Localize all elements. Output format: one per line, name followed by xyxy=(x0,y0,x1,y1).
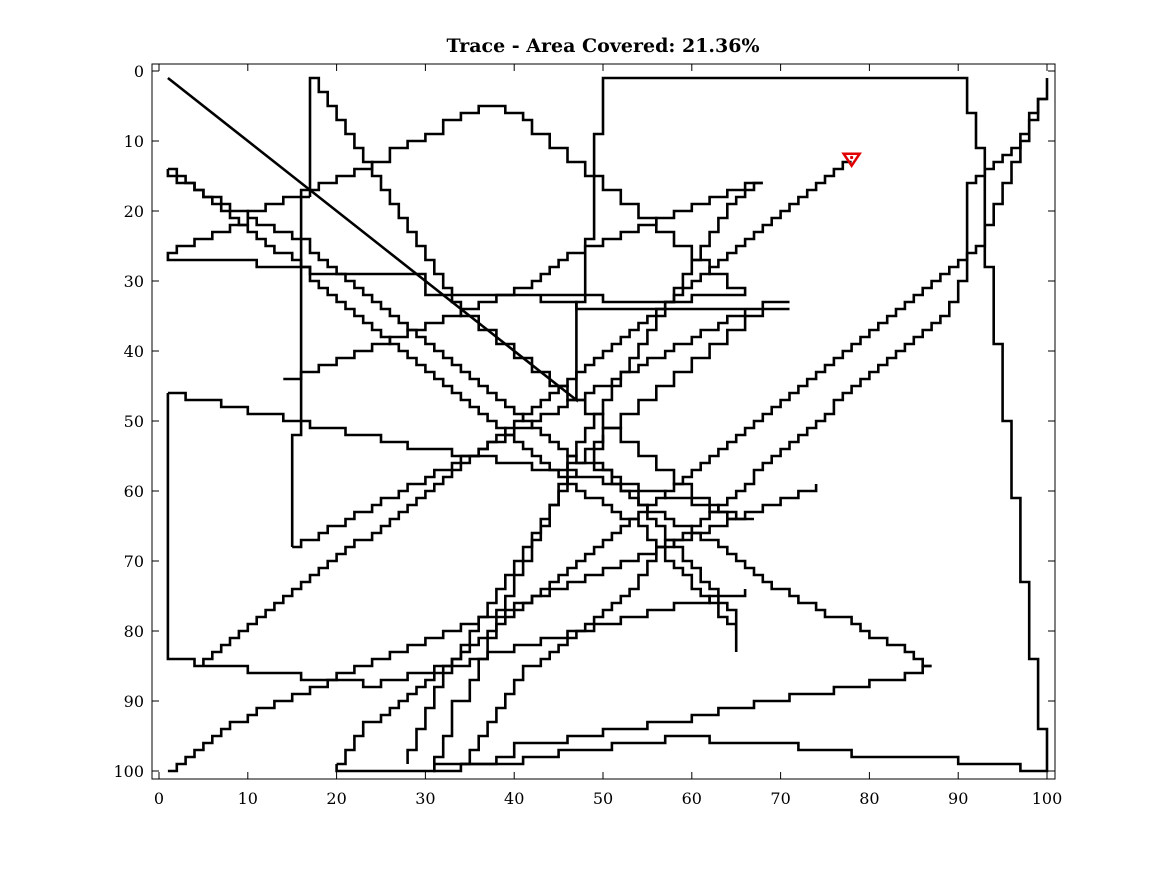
x-tick-label: 100 xyxy=(1032,789,1063,808)
y-axis-tick-labels: 0 10 20 30 40 50 60 70 80 90 100 xyxy=(113,62,144,781)
trace-path xyxy=(166,104,790,311)
trace-path xyxy=(460,664,532,766)
trace-path xyxy=(308,76,737,521)
trace-path xyxy=(202,160,852,666)
axis-ticks xyxy=(152,64,1055,779)
x-tick-label: 80 xyxy=(859,789,879,808)
trace-path xyxy=(167,167,738,631)
x-tick-label: 90 xyxy=(948,789,968,808)
trace-path xyxy=(566,181,763,470)
x-tick-label: 0 xyxy=(154,789,164,808)
trace-path xyxy=(283,181,763,381)
x-tick-label: 30 xyxy=(415,789,435,808)
end-position-dot xyxy=(850,155,854,160)
trace-series xyxy=(166,76,1049,773)
y-tick-label: 60 xyxy=(124,482,144,501)
x-tick-label: 20 xyxy=(326,789,346,808)
trace-path xyxy=(336,78,1049,766)
marker-layer xyxy=(841,152,862,168)
y-tick-label: 100 xyxy=(113,762,144,781)
x-tick-label: 40 xyxy=(504,789,524,808)
trace-path xyxy=(335,762,461,773)
x-tick-label: 60 xyxy=(682,789,702,808)
y-tick-label: 80 xyxy=(124,622,144,641)
x-tick-label: 70 xyxy=(770,789,790,808)
end-position-marker xyxy=(841,152,862,168)
y-tick-label: 30 xyxy=(124,272,144,291)
trace-path xyxy=(532,97,1047,668)
trace-path xyxy=(406,475,577,764)
trace-path xyxy=(290,195,310,547)
x-tick-label: 10 xyxy=(238,789,258,808)
trace-path xyxy=(166,169,738,652)
chart-title: Trace - Area Covered: 21.36% xyxy=(446,35,759,57)
y-tick-label: 0 xyxy=(134,62,144,81)
trace-path xyxy=(592,435,932,668)
y-tick-label: 70 xyxy=(124,552,144,571)
y-tick-label: 10 xyxy=(124,132,144,151)
trace-path xyxy=(166,393,747,689)
trace-path xyxy=(167,76,1049,773)
x-tick-label: 50 xyxy=(593,789,613,808)
x-axis-tick-labels: 0 10 20 30 40 50 60 70 80 90 100 xyxy=(154,789,1062,808)
y-tick-label: 50 xyxy=(124,412,144,431)
trace-path xyxy=(460,664,932,766)
y-tick-label: 40 xyxy=(124,342,144,361)
y-tick-label: 90 xyxy=(124,692,144,711)
y-tick-label: 20 xyxy=(124,202,144,221)
